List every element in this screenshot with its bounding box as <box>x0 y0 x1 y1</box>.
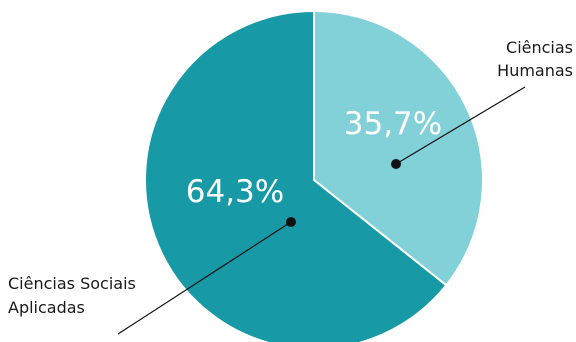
category-label-ciencias-sociais-aplicadas-line1: Ciências Sociais <box>8 274 136 293</box>
category-label-ciencias-sociais-aplicadas-line2: Aplicadas <box>8 298 85 317</box>
pie-slice-ciencias-humanas <box>313 9 484 287</box>
pie-slices <box>143 9 484 342</box>
category-label-ciencias-humanas-line1: Ciências <box>506 38 573 57</box>
value-label-ciencias-humanas: 35,7% <box>344 106 442 142</box>
leader-dot-ciencias-sociais-aplicadas <box>286 217 296 227</box>
category-label-ciencias-humanas-line2: Humanas <box>497 61 573 80</box>
leader-line-ciencias-humanas <box>395 86 526 165</box>
leader-dot-ciencias-humanas <box>391 159 401 169</box>
leader-line-ciencias-sociais-aplicadas <box>117 221 292 335</box>
pie-slice-ciencias-sociais-aplicadas <box>143 9 448 342</box>
value-label-ciencias-sociais-aplicadas: 64,3% <box>186 174 284 210</box>
